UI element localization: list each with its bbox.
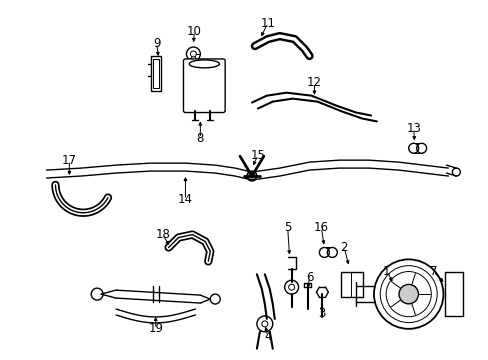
Text: 8: 8 xyxy=(196,132,203,145)
Text: 7: 7 xyxy=(429,265,436,278)
Text: 2: 2 xyxy=(340,241,347,254)
Text: 9: 9 xyxy=(153,37,160,50)
Text: 10: 10 xyxy=(186,24,202,38)
Text: 15: 15 xyxy=(250,149,265,162)
Text: 5: 5 xyxy=(284,221,291,234)
Circle shape xyxy=(398,284,418,304)
Text: 4: 4 xyxy=(264,330,271,343)
Text: 18: 18 xyxy=(155,228,170,241)
Text: 13: 13 xyxy=(406,122,420,135)
FancyBboxPatch shape xyxy=(183,59,224,113)
Text: 1: 1 xyxy=(383,265,390,278)
Text: 12: 12 xyxy=(306,76,321,89)
Text: 19: 19 xyxy=(148,322,163,336)
Text: 3: 3 xyxy=(317,307,325,320)
Text: 16: 16 xyxy=(313,221,328,234)
Text: 6: 6 xyxy=(305,271,313,284)
Text: 17: 17 xyxy=(62,154,77,167)
Circle shape xyxy=(246,171,256,181)
Circle shape xyxy=(451,168,459,176)
Text: 14: 14 xyxy=(178,193,193,206)
Text: 11: 11 xyxy=(260,17,275,30)
